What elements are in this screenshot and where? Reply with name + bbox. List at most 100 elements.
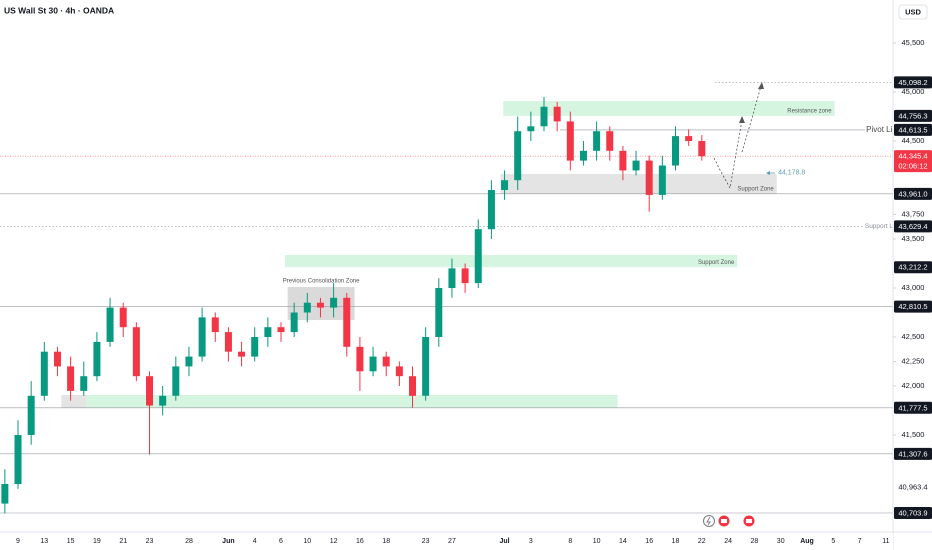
countdown: 02:06:12 <box>898 162 927 171</box>
price-label: 41,307.6 <box>898 449 927 458</box>
event-icon-glyph <box>721 519 727 523</box>
axes: 45,500 45,000 44,500 43,750 43,500 43,000 42,5… <box>16 38 932 545</box>
candle-body <box>93 341 101 377</box>
x-tick-label: 10 <box>593 538 601 545</box>
candle-body <box>579 150 587 161</box>
x-tick-label: 23 <box>146 538 154 545</box>
candle-body <box>290 312 298 333</box>
x-tick-label: 30 <box>777 538 785 545</box>
x-tick-label: 5 <box>831 538 835 545</box>
current-price-label: 44,345.4 <box>898 152 927 161</box>
x-tick-label: 28 <box>751 538 759 545</box>
candle-body <box>422 336 430 396</box>
x-tick-label: 3 <box>529 538 533 545</box>
projection-path <box>741 85 762 153</box>
candle-body <box>224 332 232 352</box>
price-label-box <box>894 506 932 519</box>
x-tick-label: 14 <box>619 538 627 545</box>
x-tick-label: Aug <box>800 538 814 545</box>
price-label: 43,961.0 <box>898 189 927 198</box>
price-label: 40,963.4 <box>898 483 927 492</box>
zone <box>61 395 87 408</box>
x-tick-label: 28 <box>185 538 193 545</box>
candle-body <box>566 121 574 161</box>
chart-title: US Wall St 30 · 4h · OANDA <box>4 5 114 15</box>
price-label: 42,810.5 <box>898 302 927 311</box>
price-label-box <box>894 300 932 313</box>
candle-body <box>172 366 180 396</box>
y-tick-label: 45,500 <box>902 38 925 47</box>
x-tick-label: 10 <box>303 538 311 545</box>
zone <box>500 174 777 194</box>
candle-body <box>14 434 22 484</box>
y-tick-label: 43,500 <box>902 234 925 243</box>
candle-body <box>238 351 246 357</box>
zone-label: Previous Consolidation Zone <box>283 279 360 285</box>
candle-body <box>159 395 167 406</box>
x-tick-label: 9 <box>16 538 20 545</box>
candle-body <box>67 366 75 391</box>
price-label-box <box>894 401 932 414</box>
price-label: 43,629.4 <box>898 222 927 231</box>
candle-body <box>316 302 324 308</box>
arrowheads <box>739 82 770 175</box>
candle-body <box>198 317 206 357</box>
y-tick-label: 41,500 <box>902 430 925 439</box>
event-icon-glyph <box>746 519 752 523</box>
x-tick-label: 16 <box>645 538 653 545</box>
candle-body <box>553 106 561 122</box>
x-tick-label: 16 <box>356 538 364 545</box>
candle-body <box>356 346 364 372</box>
candle-body <box>593 131 601 151</box>
candle-body <box>501 180 509 191</box>
candle-body <box>487 190 495 230</box>
arrowhead <box>758 82 764 89</box>
candle-body <box>1 483 9 504</box>
price-label-box <box>894 261 932 274</box>
candle-body <box>606 131 614 151</box>
y-tick-label: 42,500 <box>902 332 925 341</box>
candle-body <box>645 160 653 195</box>
candle-body <box>369 356 377 372</box>
event-icons <box>703 515 755 527</box>
candle-body <box>106 307 114 342</box>
y-tick-label: 45,000 <box>902 87 925 96</box>
candle-body <box>303 302 311 313</box>
zone <box>86 395 618 408</box>
y-tick-label: 42,250 <box>902 356 925 365</box>
price-label-box <box>894 109 932 122</box>
candle-body <box>448 268 456 288</box>
currency-box[interactable] <box>898 4 928 20</box>
annotation: 44,178.8 <box>778 169 805 176</box>
x-tick-label: 11 <box>882 538 889 545</box>
candle-body <box>461 268 469 284</box>
candle-body <box>27 395 35 435</box>
x-tick-label: 18 <box>672 538 680 545</box>
candle-body <box>435 287 443 337</box>
currency: USD <box>905 7 921 16</box>
zone-label: Support Zone <box>698 260 735 266</box>
candle-body <box>146 376 154 406</box>
annotation: Support Line <box>865 223 902 230</box>
candle-body <box>53 351 61 367</box>
price-label: 44,613.5 <box>898 125 927 134</box>
candle-body <box>527 126 535 132</box>
candle-body <box>409 376 417 396</box>
x-tick-label: 21 <box>119 538 127 545</box>
candle-body <box>395 366 403 377</box>
candle-body <box>132 327 140 377</box>
candle-body <box>330 297 338 308</box>
zone-label: Resistance zone <box>787 108 832 114</box>
event-icon[interactable] <box>703 515 715 527</box>
candle-body <box>277 327 285 333</box>
candle-body <box>264 327 272 337</box>
x-tick-label: 27 <box>448 538 456 545</box>
x-tick-label: 24 <box>724 538 732 545</box>
candle-body <box>80 376 88 391</box>
x-tick-label: Jul <box>499 538 509 545</box>
time-axis <box>0 532 893 550</box>
y-tick-label: 42,000 <box>902 381 925 390</box>
candle-body <box>514 131 522 181</box>
zone <box>284 254 738 268</box>
